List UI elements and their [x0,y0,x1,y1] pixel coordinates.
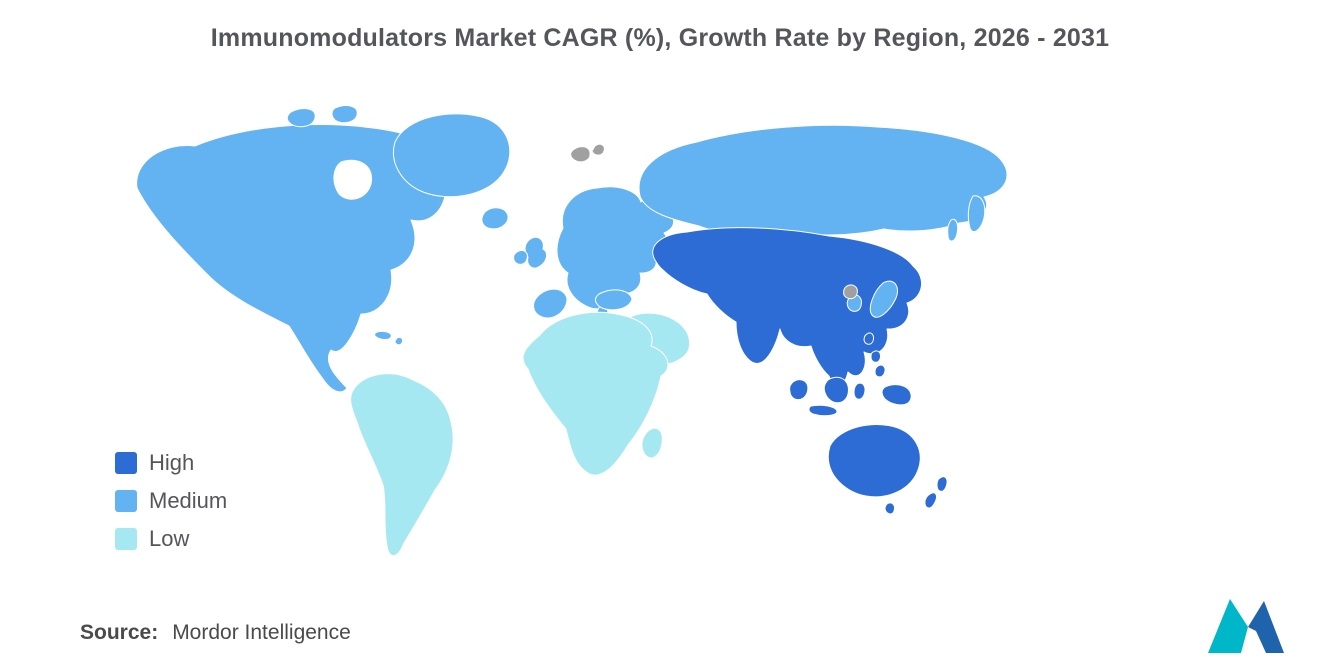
legend-swatch-high [115,452,137,474]
region-south-korea [846,294,862,312]
source-line: Source: Mordor Intelligence [80,621,351,645]
region-new-guinea [881,384,912,406]
region-sakhalin [947,218,959,242]
region-new-zealand-north [936,476,948,492]
legend-swatch-low [115,528,137,550]
region-hispaniola [394,336,404,346]
region-greenland [393,113,511,198]
legend-item-high: High [115,450,227,475]
region-japan [869,280,898,318]
region-borneo [823,376,849,404]
legend-item-medium: Medium [115,488,228,513]
region-arctic-island-1 [286,108,316,128]
region-java [808,404,838,417]
region-tasmania [884,502,895,515]
legend-label-low: Low [149,526,190,551]
region-sulawesi [853,382,866,400]
source-value: Mordor Intelligence [172,621,351,644]
region-asia-pacific [652,227,922,386]
region-madagascar [641,427,663,459]
world-map [95,100,1015,560]
chart-title: Immunomodulators Market CAGR (%), Growth… [210,24,1110,52]
legend-label-high: High [149,450,195,475]
region-africa [522,311,669,476]
region-iceland [481,207,509,230]
region-north-america [136,124,456,393]
region-iberia [533,288,568,319]
region-australia [827,424,921,498]
region-taiwan [863,332,874,345]
legend-swatch-high-icon [115,452,137,474]
legend-item-low: Low [115,526,227,551]
region-south-america [350,373,454,557]
region-kamchatka [967,195,986,233]
region-sumatra [789,379,809,401]
region-philippines-2 [874,364,886,378]
legend-label-medium: Medium [149,488,228,513]
region-cuba [374,330,392,340]
logo-teal-shape [1208,599,1248,653]
legend-swatch-low-icon [115,528,137,550]
region-turkey [594,289,633,311]
region-north-korea [843,284,858,300]
legend: High Medium Low [115,450,228,566]
region-svalbard-2 [591,143,605,156]
region-uk [524,236,548,269]
region-arctic-island-2 [331,105,358,124]
legend-swatch-medium-icon [115,490,137,512]
source-label: Source: [80,621,159,644]
logo-blue-shape [1248,601,1284,653]
region-ireland [513,249,528,265]
legend-swatch-medium [115,490,137,512]
region-russia [638,124,1008,236]
region-philippines-1 [870,350,881,363]
region-svalbard-1 [570,146,591,163]
region-new-zealand-south [924,492,938,509]
mordor-intelligence-logo-icon [1184,595,1302,657]
